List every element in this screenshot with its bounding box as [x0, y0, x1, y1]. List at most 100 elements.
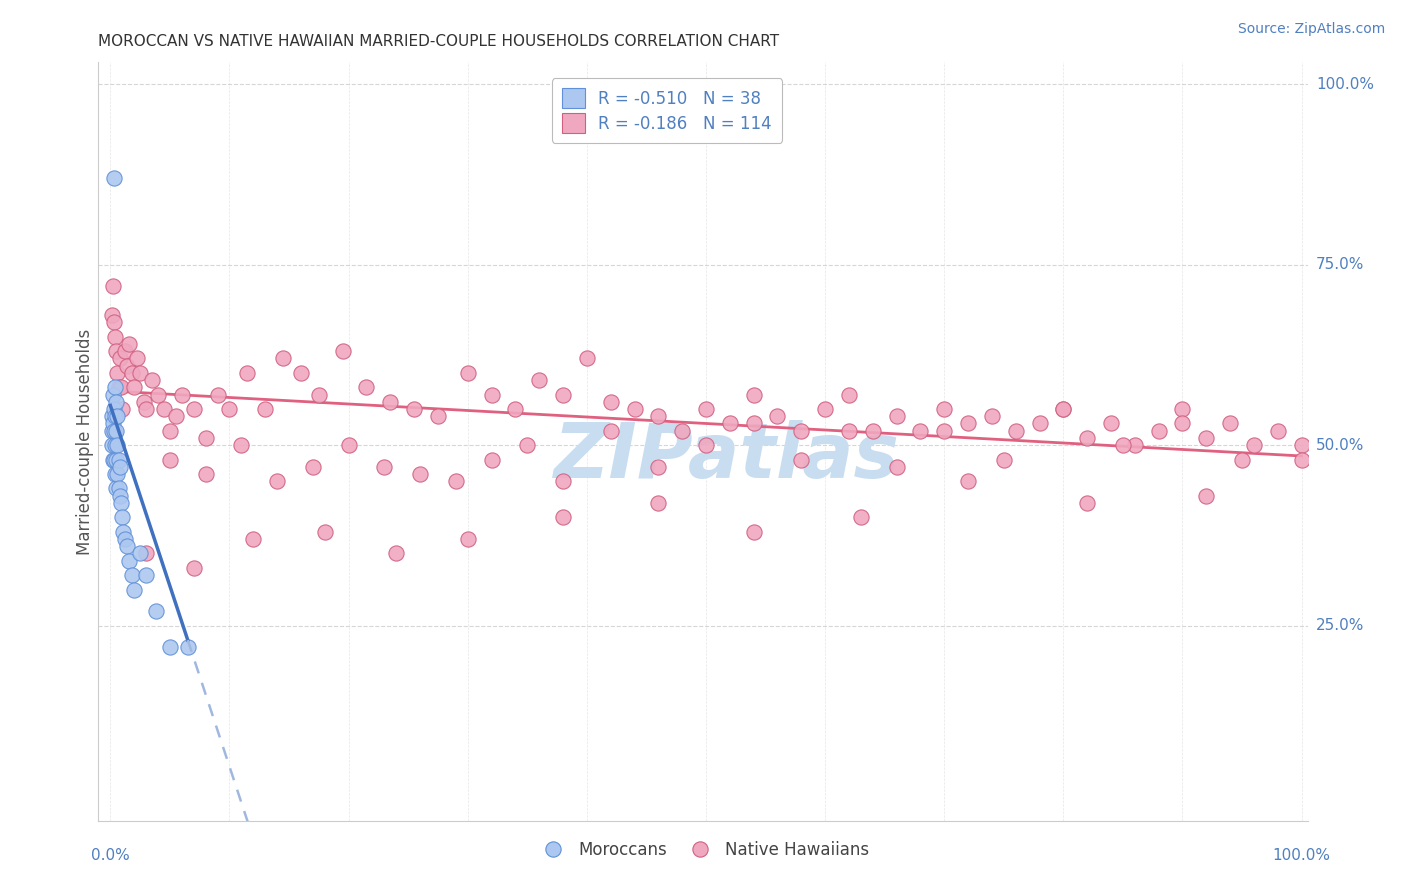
- Point: [107, 482, 129, 496]
- Point: [104, 330, 127, 344]
- Point: [125, 351, 148, 366]
- Point: [129, 546, 152, 560]
- Point: [104, 467, 127, 481]
- Point: [457, 532, 479, 546]
- Point: [1076, 431, 1098, 445]
- Point: [505, 402, 527, 417]
- Point: [957, 417, 980, 431]
- Point: [957, 475, 980, 489]
- Point: [101, 417, 124, 431]
- Point: [105, 424, 128, 438]
- Point: [862, 424, 884, 438]
- Point: [1052, 402, 1074, 417]
- Point: [103, 315, 125, 329]
- Text: 50.0%: 50.0%: [1316, 438, 1364, 452]
- Point: [122, 380, 145, 394]
- Point: [742, 387, 765, 401]
- Point: [373, 459, 395, 474]
- Point: [115, 539, 138, 553]
- Point: [105, 344, 128, 359]
- Point: [426, 409, 449, 424]
- Point: [551, 387, 574, 401]
- Point: [910, 424, 932, 438]
- Point: [1195, 489, 1218, 503]
- Point: [207, 387, 229, 401]
- Point: [159, 452, 181, 467]
- Point: [111, 510, 134, 524]
- Point: [135, 568, 157, 582]
- Point: [218, 402, 240, 417]
- Point: [337, 438, 360, 452]
- Point: [1147, 424, 1170, 438]
- Point: [266, 475, 288, 489]
- Text: 25.0%: 25.0%: [1316, 618, 1364, 633]
- Point: [104, 409, 127, 424]
- Point: [254, 402, 277, 417]
- Point: [100, 409, 122, 424]
- Point: [385, 546, 408, 560]
- Point: [236, 366, 259, 380]
- Point: [183, 561, 205, 575]
- Point: [1099, 417, 1122, 431]
- Point: [516, 438, 538, 452]
- Point: [118, 554, 141, 568]
- Point: [103, 402, 125, 417]
- Point: [302, 459, 325, 474]
- Point: [108, 351, 131, 366]
- Point: [1171, 417, 1194, 431]
- Point: [121, 366, 143, 380]
- Point: [111, 402, 134, 417]
- Point: [790, 452, 813, 467]
- Point: [332, 344, 354, 359]
- Point: [444, 475, 467, 489]
- Text: MOROCCAN VS NATIVE HAWAIIAN MARRIED-COUPLE HOUSEHOLDS CORRELATION CHART: MOROCCAN VS NATIVE HAWAIIAN MARRIED-COUP…: [98, 34, 779, 49]
- Point: [457, 366, 479, 380]
- Point: [742, 417, 765, 431]
- Point: [170, 387, 193, 401]
- Text: Source: ZipAtlas.com: Source: ZipAtlas.com: [1237, 22, 1385, 37]
- Point: [838, 424, 860, 438]
- Text: 0.0%: 0.0%: [91, 848, 129, 863]
- Point: [790, 424, 813, 438]
- Point: [194, 431, 217, 445]
- Point: [159, 424, 181, 438]
- Point: [115, 359, 138, 373]
- Legend: Moroccans, Native Hawaiians: Moroccans, Native Hawaiians: [530, 834, 876, 865]
- Point: [1291, 452, 1313, 467]
- Point: [108, 489, 131, 503]
- Point: [183, 402, 205, 417]
- Point: [742, 524, 765, 539]
- Point: [623, 402, 645, 417]
- Point: [129, 366, 152, 380]
- Point: [105, 452, 128, 467]
- Point: [886, 459, 908, 474]
- Point: [107, 366, 129, 380]
- Point: [766, 409, 789, 424]
- Text: 100.0%: 100.0%: [1272, 848, 1330, 863]
- Point: [135, 546, 157, 560]
- Point: [104, 380, 127, 394]
- Point: [145, 604, 167, 618]
- Point: [647, 409, 669, 424]
- Point: [1112, 438, 1135, 452]
- Point: [849, 510, 872, 524]
- Point: [114, 344, 136, 359]
- Point: [886, 409, 908, 424]
- Point: [575, 351, 598, 366]
- Point: [165, 409, 187, 424]
- Point: [671, 424, 693, 438]
- Point: [135, 402, 157, 417]
- Point: [194, 467, 217, 481]
- Y-axis label: Married-couple Households: Married-couple Households: [76, 328, 94, 555]
- Point: [108, 459, 131, 474]
- Point: [695, 438, 717, 452]
- Point: [314, 524, 336, 539]
- Point: [107, 467, 129, 481]
- Point: [1004, 424, 1026, 438]
- Point: [404, 402, 426, 417]
- Point: [107, 409, 129, 424]
- Point: [599, 424, 621, 438]
- Point: [118, 337, 141, 351]
- Point: [103, 424, 125, 438]
- Point: [122, 582, 145, 597]
